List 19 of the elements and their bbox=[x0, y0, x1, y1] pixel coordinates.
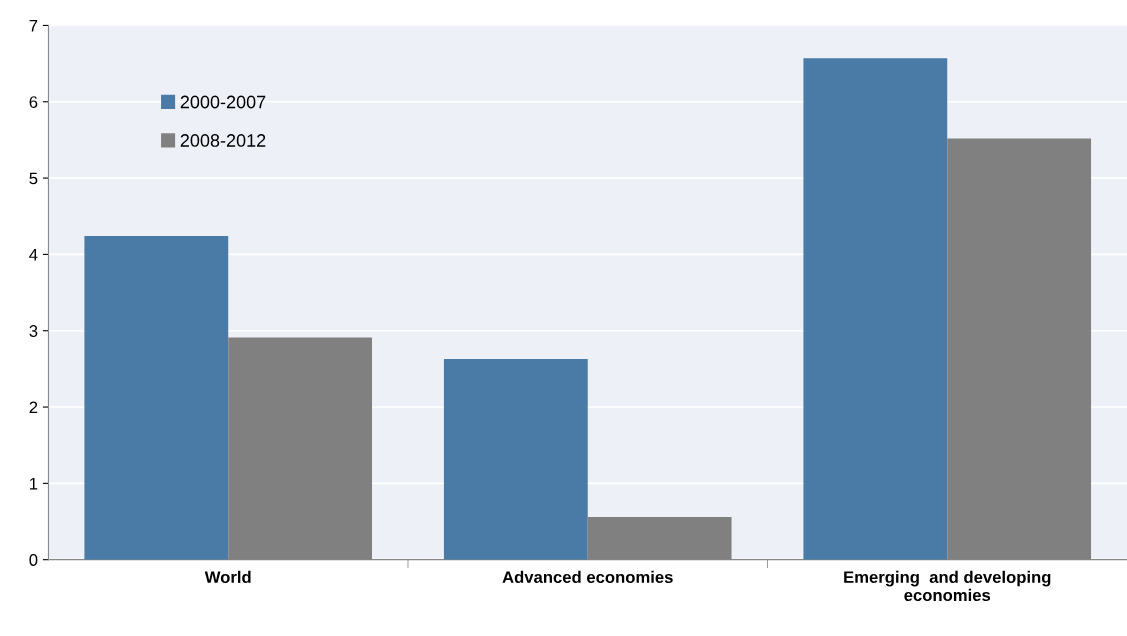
y-tick-label: 1 bbox=[30, 477, 38, 490]
bar bbox=[443, 358, 588, 560]
y-tick-label: 2 bbox=[29, 401, 38, 414]
x-tick-label: World bbox=[204, 570, 251, 584]
bar bbox=[228, 337, 373, 560]
y-tick-label: 5 bbox=[29, 172, 38, 185]
y-tick-label: 7 bbox=[29, 20, 38, 32]
legend-label: 2000-2007 bbox=[180, 95, 266, 109]
y-tick-label: 4 bbox=[29, 248, 38, 261]
legend-label: 2008-2012 bbox=[180, 134, 266, 147]
y-tick-label: 3 bbox=[29, 325, 38, 337]
y-tick-label: 0 bbox=[29, 554, 38, 566]
bar bbox=[947, 138, 1092, 560]
x-tick-label: Emerging and developing economies bbox=[844, 570, 1051, 602]
y-tick-label: 6 bbox=[29, 96, 38, 108]
bar bbox=[84, 236, 229, 560]
bar bbox=[803, 58, 948, 560]
x-tick-label: Advanced economies bbox=[502, 570, 673, 584]
bar bbox=[587, 516, 732, 560]
